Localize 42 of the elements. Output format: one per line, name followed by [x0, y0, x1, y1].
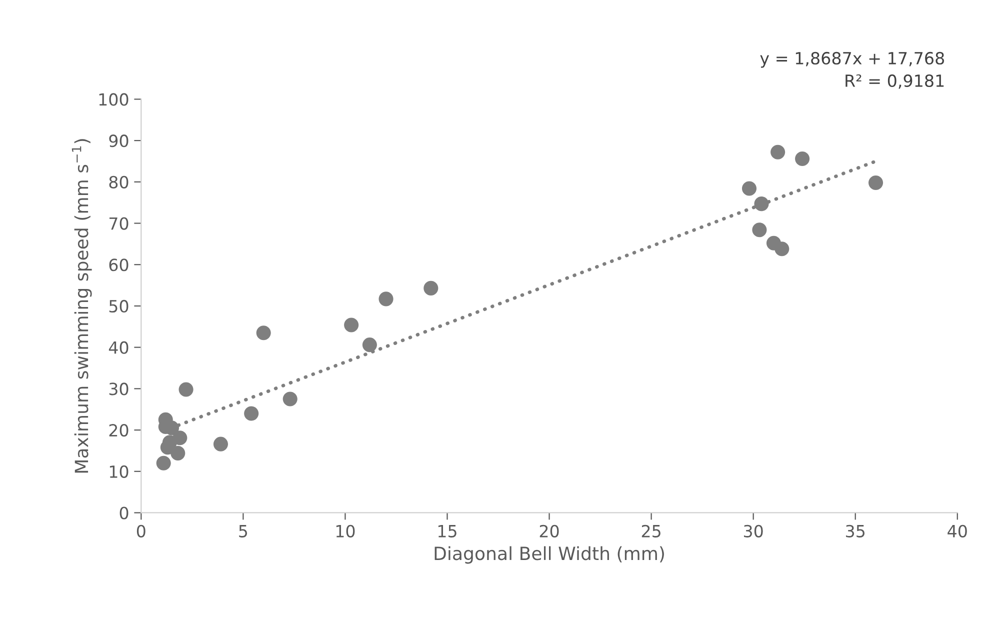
y-tick-label: 30	[109, 382, 128, 396]
y-tick-label: 90	[109, 134, 128, 148]
point	[770, 144, 786, 160]
y-tick-label: 40	[108, 341, 128, 354]
point	[424, 280, 438, 296]
y-tick-label: 80	[109, 176, 128, 188]
x-tick-label: 40	[948, 524, 967, 538]
x-tick-label: 5	[239, 525, 248, 538]
point	[774, 242, 790, 256]
y-tick-label: 100	[99, 93, 128, 106]
point	[213, 436, 228, 452]
point	[362, 338, 377, 352]
point	[282, 392, 298, 406]
point	[868, 175, 884, 190]
point	[172, 430, 188, 446]
x-tick-label: 25	[642, 524, 660, 538]
point	[742, 181, 757, 196]
y-tick-label: 60	[109, 258, 128, 272]
point	[156, 456, 171, 470]
x-tick-label: 0	[136, 524, 146, 538]
y-tick-label: 50	[109, 300, 128, 313]
y-axis-title: Maximum swimming speed (mm s$^{−1}$)	[72, 139, 92, 473]
y-tick-label: 10	[110, 465, 128, 478]
point	[795, 151, 810, 166]
y-tick-label: 20	[109, 424, 128, 437]
point	[378, 292, 394, 306]
point	[754, 196, 769, 212]
x-tick-label: 20	[540, 524, 559, 538]
x-tick-label: 35	[846, 524, 865, 538]
x-tick-label: 30	[744, 524, 763, 538]
point	[344, 318, 359, 332]
point	[170, 446, 186, 460]
text: y = 1,8687x + 17,768 R² = 0,9181	[760, 52, 944, 89]
x-axis-title: Diagonal Bell Width (mm)	[434, 546, 664, 564]
point	[244, 406, 259, 421]
x-tick-label: 15	[438, 525, 456, 538]
x-tick-label: 10	[336, 524, 355, 538]
point	[178, 382, 194, 397]
y-tick-label: 70	[109, 217, 128, 230]
y-tick-label: 0	[120, 506, 128, 520]
point	[256, 326, 271, 340]
point	[752, 222, 767, 238]
